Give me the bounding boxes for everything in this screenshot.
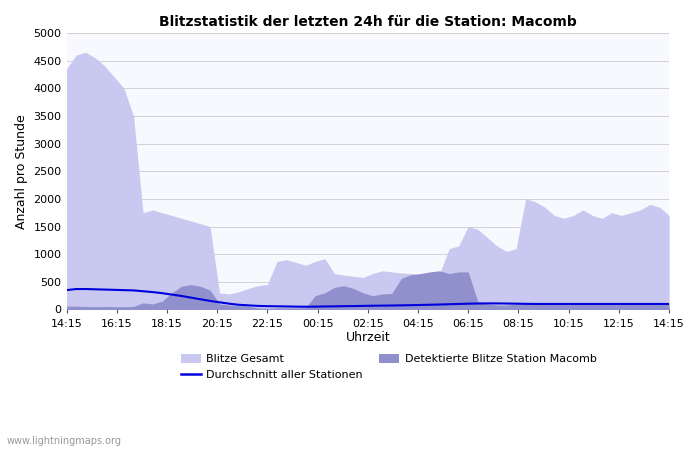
Y-axis label: Anzahl pro Stunde: Anzahl pro Stunde <box>15 114 28 229</box>
X-axis label: Uhrzeit: Uhrzeit <box>346 331 390 344</box>
Legend: Blitze Gesamt, Durchschnitt aller Stationen, Detektierte Blitze Station Macomb: Blitze Gesamt, Durchschnitt aller Statio… <box>181 354 597 380</box>
Text: www.lightningmaps.org: www.lightningmaps.org <box>7 436 122 446</box>
Title: Blitzstatistik der letzten 24h für die Station: Macomb: Blitzstatistik der letzten 24h für die S… <box>159 15 577 29</box>
